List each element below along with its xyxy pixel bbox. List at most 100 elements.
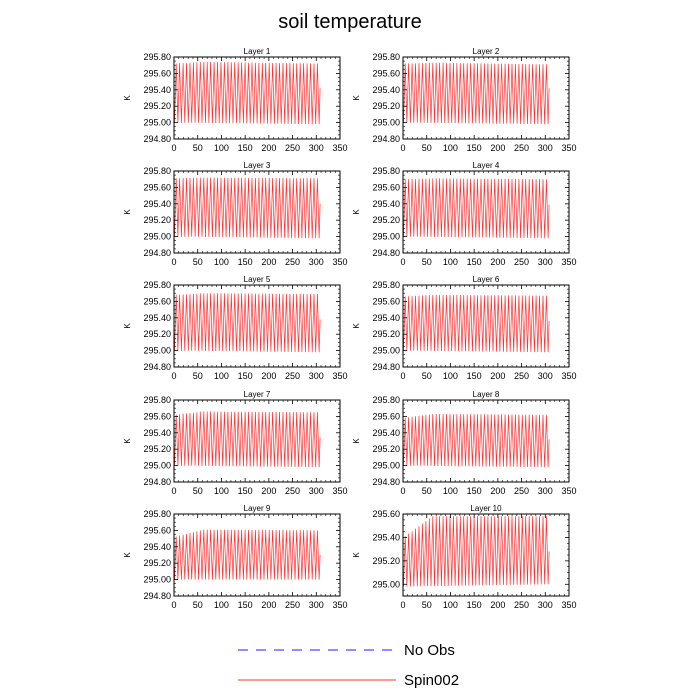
x-tick-label: 150 [467,600,482,610]
x-tick-label: 150 [467,486,482,496]
x-tick-label: 100 [214,371,229,381]
panel-layer-8: Layer 8 K 0 50 100 150 200 250 300 350 294.80 295.0… [352,390,577,496]
x-tick-label: 150 [238,257,253,267]
panel-title: Layer 4 [473,161,500,170]
y-tick-label: 294.80 [372,248,400,258]
y-axis-label: K [352,438,361,444]
y-tick-label: 295.00 [372,118,400,128]
x-tick-label: 50 [193,257,203,267]
y-tick-label: 295.20 [143,444,171,454]
x-tick-label: 0 [171,486,176,496]
x-tick-label: 150 [238,486,253,496]
x-tick-label: 250 [514,371,529,381]
x-tick-label: 350 [561,257,576,267]
x-tick-label: 300 [309,486,324,496]
x-tick-label: 200 [490,257,505,267]
x-tick-label: 150 [467,371,482,381]
x-tick-label: 250 [285,371,300,381]
legend-spin002-label: Spin002 [404,672,459,689]
x-tick-label: 150 [467,143,482,153]
y-tick-label: 295.60 [143,411,171,421]
y-tick-label: 294.80 [372,362,400,372]
y-tick-label: 295.20 [143,558,171,568]
y-tick-label: 295.00 [372,346,400,356]
y-tick-label: 294.80 [143,248,171,258]
x-tick-label: 50 [193,600,203,610]
series-spin002 [174,61,321,125]
x-tick-label: 300 [538,600,553,610]
panel-layer-2: Layer 2 K 0 50 100 150 200 250 300 350 294.80 295.0… [352,47,577,153]
y-tick-label: 294.80 [372,477,400,487]
y-tick-label: 295.40 [143,542,171,552]
x-tick-label: 0 [400,486,405,496]
x-tick-label: 350 [332,371,347,381]
y-tick-label: 295.40 [143,199,171,209]
y-tick-label: 295.40 [143,313,171,323]
x-tick-label: 300 [538,371,553,381]
y-tick-label: 295.20 [372,556,400,566]
x-tick-label: 350 [332,600,347,610]
panel-layer-9: Layer 9 K 0 50 100 150 200 250 300 350 294.80 295.0… [123,504,348,610]
x-tick-label: 300 [309,257,324,267]
y-tick-label: 295.80 [143,52,171,62]
series-spin002 [403,178,550,239]
x-tick-label: 350 [561,600,576,610]
x-tick-label: 350 [332,257,347,267]
y-tick-label: 295.00 [372,232,400,242]
x-tick-label: 0 [171,143,176,153]
y-tick-label: 295.20 [143,329,171,339]
panel-title: Layer 8 [473,390,500,399]
y-tick-label: 295.60 [372,411,400,421]
y-axis-label: K [352,95,361,101]
panel-layer-10: Layer 10 K 0 50 100 150 200 250 300 350 295.00 295.… [352,504,577,610]
y-tick-label: 295.00 [143,232,171,242]
series-spin002 [174,411,321,468]
legend: No Obs Spin002 [238,642,459,689]
y-axis-label: K [123,552,132,558]
y-tick-label: 295.40 [143,85,171,95]
x-tick-label: 0 [400,600,405,610]
x-tick-label: 150 [238,600,253,610]
x-tick-label: 0 [171,600,176,610]
panel-layer-3: Layer 3 K 0 50 100 150 200 250 300 350 294.80 295.0… [123,161,348,267]
series-spin002 [403,62,550,125]
panel-layer-4: Layer 4 K 0 50 100 150 200 250 300 350 294.80 295.0… [352,161,577,267]
y-tick-label: 294.80 [143,591,171,601]
y-axis-label: K [123,95,132,101]
y-tick-label: 295.00 [372,461,400,471]
y-tick-label: 295.20 [143,101,171,111]
y-tick-label: 295.00 [143,461,171,471]
x-tick-label: 100 [443,257,458,267]
x-tick-label: 200 [261,486,276,496]
y-tick-label: 295.80 [143,280,171,290]
x-tick-label: 350 [332,143,347,153]
x-tick-label: 350 [332,486,347,496]
panel-layer-5: Layer 5 K 0 50 100 150 200 250 300 350 294.80 295.0… [123,275,348,381]
y-tick-label: 295.60 [372,182,400,192]
x-tick-label: 300 [538,143,553,153]
y-tick-label: 295.00 [143,575,171,585]
series-spin002 [403,516,550,587]
panel-grid: Layer 1 K 0 50 100 150 200 250 300 350 294.80 295.0… [123,47,577,610]
y-tick-label: 295.60 [372,509,400,519]
x-tick-label: 0 [171,371,176,381]
y-tick-label: 295.40 [143,428,171,438]
y-tick-label: 295.80 [143,509,171,519]
panel-title: Layer 5 [244,275,271,284]
x-tick-label: 250 [514,486,529,496]
y-axis-label: K [123,438,132,444]
y-tick-label: 295.80 [143,166,171,176]
y-tick-label: 294.80 [143,362,171,372]
x-tick-label: 50 [422,257,432,267]
legend-no-obs-label: No Obs [404,642,455,659]
x-tick-label: 50 [422,143,432,153]
y-tick-label: 295.40 [372,532,400,542]
y-axis-label: K [123,209,132,215]
x-tick-label: 200 [261,257,276,267]
y-tick-label: 295.40 [372,313,400,323]
x-tick-label: 150 [238,371,253,381]
y-tick-label: 295.20 [372,101,400,111]
y-tick-label: 295.80 [372,52,400,62]
y-tick-label: 295.20 [372,444,400,454]
y-axis-label: K [352,209,361,215]
